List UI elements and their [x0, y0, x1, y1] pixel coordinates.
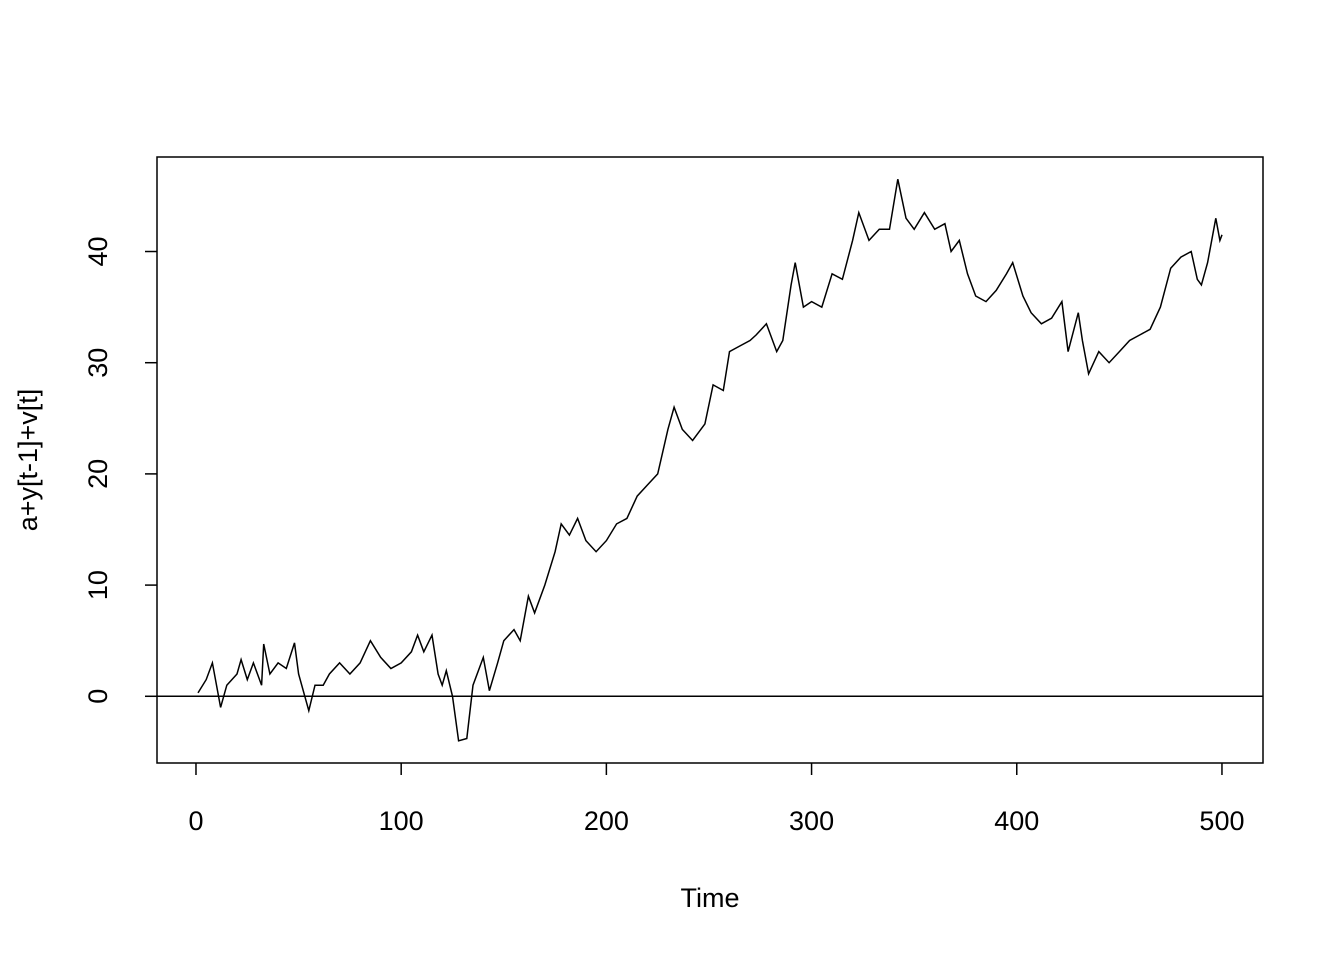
series-line [197, 179, 1223, 742]
x-tick-label: 500 [1199, 806, 1244, 836]
x-tick-label: 200 [584, 806, 629, 836]
x-axis-title: Time [681, 883, 740, 913]
x-tick-label: 400 [994, 806, 1039, 836]
y-tick-label: 40 [83, 236, 113, 266]
y-tick-label: 30 [83, 348, 113, 378]
y-tick-label: 10 [83, 570, 113, 600]
plot-frame [156, 156, 1264, 764]
y-tick-label: 20 [83, 459, 113, 489]
y-axis-title: a+y[t-1]+v[t] [13, 389, 43, 532]
y-tick-label: 0 [83, 689, 113, 704]
x-tick-label: 100 [379, 806, 424, 836]
x-tick-label: 300 [789, 806, 834, 836]
x-tick-label: 0 [188, 806, 203, 836]
